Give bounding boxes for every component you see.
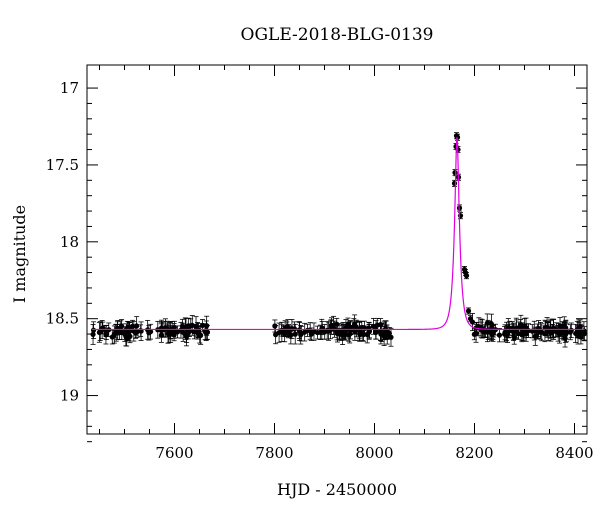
data-point	[297, 328, 303, 335]
error-bars	[90, 132, 587, 348]
plot-frame	[86, 64, 588, 435]
data-points	[90, 133, 588, 342]
data-point	[525, 327, 532, 334]
data-point	[90, 327, 97, 333]
data-point	[288, 332, 294, 338]
data-point	[463, 273, 470, 279]
x-tick-label: 7800	[255, 444, 293, 462]
data-point	[167, 327, 174, 334]
data-point	[356, 327, 362, 334]
data-point	[171, 324, 178, 331]
data-point	[178, 327, 184, 333]
data-point	[127, 333, 133, 339]
data-point	[473, 330, 479, 336]
data-point	[465, 308, 472, 314]
x-tick-label: 8200	[455, 444, 493, 462]
data-point	[373, 329, 379, 336]
data-point	[197, 331, 203, 337]
y-tick-label: 17	[60, 79, 79, 97]
data-point	[562, 335, 568, 341]
data-point	[183, 331, 189, 337]
data-point	[158, 332, 164, 338]
axis-ticks	[87, 65, 587, 443]
data-point	[342, 331, 349, 337]
data-point	[113, 330, 119, 336]
data-point	[334, 321, 340, 327]
data-point	[488, 321, 495, 327]
axis-tick-labels: 7600 7800 8000 8200 8400 17 17.5 18 18.5 19	[46, 79, 594, 462]
data-point	[188, 323, 194, 329]
data-point	[384, 334, 390, 340]
data-point	[337, 331, 343, 337]
data-point	[539, 329, 545, 335]
data-point	[504, 331, 511, 337]
data-point	[328, 323, 335, 329]
y-tick-label: 19	[60, 387, 79, 405]
data-point	[199, 322, 206, 328]
chart-title: OGLE-2018-BLG-0139	[241, 25, 434, 45]
y-tick-label: 18.5	[46, 310, 79, 328]
data-point	[138, 328, 144, 334]
y-tick-label: 17.5	[46, 156, 79, 174]
data-point	[134, 323, 140, 329]
data-point	[481, 329, 487, 335]
data-point	[511, 334, 517, 340]
data-point	[279, 329, 285, 335]
data-point	[132, 330, 139, 336]
x-tick-label: 8000	[355, 444, 393, 462]
data-point	[302, 329, 308, 335]
y-axis-label: I magnitude	[10, 205, 29, 303]
data-point	[519, 331, 525, 337]
data-point	[451, 180, 458, 186]
data-point	[292, 331, 298, 337]
data-point	[484, 320, 490, 326]
data-point	[575, 329, 581, 335]
data-point	[204, 323, 210, 329]
data-point	[517, 324, 524, 330]
data-point	[317, 329, 323, 335]
data-point	[370, 323, 377, 329]
data-point	[123, 333, 129, 339]
data-point	[171, 332, 177, 338]
data-point	[577, 324, 583, 330]
data-point	[532, 333, 538, 339]
data-point	[567, 329, 573, 335]
x-axis-label: HJD - 2450000	[277, 480, 397, 499]
data-point	[511, 327, 517, 333]
data-point	[467, 316, 474, 322]
data-point	[202, 329, 208, 335]
data-point	[352, 328, 358, 335]
x-tick-label: 8400	[555, 444, 593, 462]
data-point	[550, 325, 556, 332]
data-point	[90, 331, 96, 337]
x-tick-label: 7600	[155, 444, 193, 462]
data-point	[496, 332, 503, 338]
data-point	[352, 321, 358, 327]
y-tick-label: 18	[60, 233, 79, 251]
data-point	[452, 170, 458, 176]
model-curve	[92, 137, 585, 331]
data-point	[272, 323, 278, 329]
